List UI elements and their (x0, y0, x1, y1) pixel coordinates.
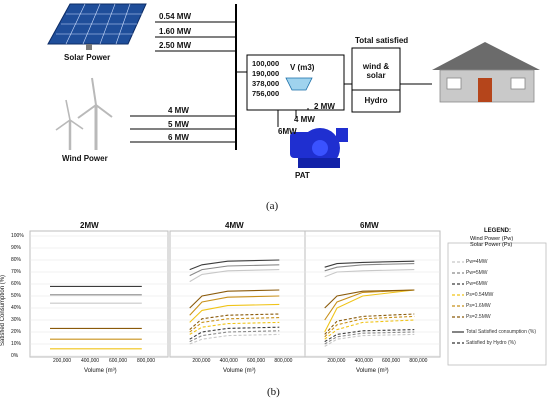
series-line (324, 329, 415, 343)
x-tick-label: 400,000 (219, 358, 238, 364)
wind-turbine-icon (55, 77, 113, 150)
series-line (324, 313, 415, 335)
legend-entry-label: Ps=0.54MW (466, 292, 494, 298)
satisfied-bottom: Hydro (364, 96, 388, 105)
series-line (324, 319, 415, 340)
series-line (189, 269, 280, 283)
series-line (189, 264, 280, 277)
y-tick-label: 70% (11, 269, 22, 275)
series-line (324, 315, 415, 338)
satisfied-top: wind & solar (362, 62, 390, 80)
wind-label: Wind Power (62, 154, 108, 163)
series-line (189, 295, 280, 316)
pat-label: PAT (295, 171, 310, 180)
pat-flow-3: 6MW (278, 127, 297, 136)
wind-capacity-3: 6 MW (168, 133, 189, 142)
y-tick-label: 60% (11, 281, 22, 287)
series-line (189, 259, 280, 271)
reservoir-volumes: 100,000 190,000 378,000 756,000 (252, 59, 279, 99)
series-line (324, 260, 415, 268)
series-line (324, 269, 415, 278)
x-tick-label: 800,000 (274, 358, 293, 364)
chart-frames (29, 230, 547, 366)
y-tick-label: 10% (11, 341, 22, 347)
y-tick-label: 50% (11, 293, 22, 299)
legend-entry-label: Pw=4MW (466, 259, 488, 265)
x-axis-label-1: Volume (m³) (223, 368, 256, 374)
legend-line2: Solar Power (Ps) (470, 242, 513, 248)
solar-capacity-1: 0.54 MW (159, 12, 192, 21)
panel-title-2: 4MW (225, 221, 244, 230)
reservoir-icon (285, 77, 313, 91)
figure-label-b: (b) (267, 386, 280, 398)
series-line (189, 303, 280, 323)
pat-pump-icon (290, 128, 348, 168)
y-axis-label: Satisfied Consumption (%) (0, 274, 6, 346)
solar-label: Solar Power (64, 53, 111, 62)
series-line (189, 289, 280, 309)
y-tick-label: 20% (11, 329, 22, 335)
legend-line1: Wind Power (Pw) (470, 236, 514, 242)
x-tick-label: 200,000 (53, 358, 72, 364)
volume-3: 378,000 (252, 79, 280, 88)
volume-4: 756,000 (252, 89, 280, 98)
series-line (324, 331, 415, 345)
x-tick-label: 400,000 (354, 358, 373, 364)
x-tick-label: 600,000 (247, 358, 266, 364)
legend-entry-label: Total Satisfied consumption (%) (466, 329, 537, 335)
y-tick-label: 0% (11, 353, 19, 359)
x-tick-label: 200,000 (192, 358, 211, 364)
x-tick-label: 800,000 (137, 358, 156, 364)
satisfied-box (351, 47, 401, 113)
series-line (324, 289, 415, 333)
house-icon (432, 42, 540, 103)
x-tick-label: 600,000 (109, 358, 128, 364)
solar-capacity-3: 2.50 MW (159, 41, 192, 50)
reservoir-unit: V (m3) (290, 63, 315, 72)
satisfied-title: Total satisfied (355, 36, 409, 45)
x-tick-label: 400,000 (81, 358, 100, 364)
series-line (189, 326, 280, 340)
wind-capacity-2: 5 MW (168, 120, 189, 129)
y-tick-label: 30% (11, 317, 22, 323)
solar-panel-icon (47, 3, 147, 50)
x-tick-label: 800,000 (409, 358, 428, 364)
y-tick-label: 90% (11, 245, 22, 251)
x-tick-label: 200,000 (327, 358, 346, 364)
legend-entry-label: Ps=1.6MW (466, 303, 491, 309)
y-tick-label: 100% (11, 233, 24, 239)
figure-label-a: (a) (266, 200, 279, 212)
x-axis-label-0: Volume (m³) (84, 368, 117, 374)
series-line (189, 333, 280, 345)
series-line (324, 263, 415, 272)
legend-entry-label: Pw=5MW (466, 270, 488, 276)
legend-entry-label: Ps=2.5MW (466, 314, 491, 320)
series-line (324, 289, 415, 309)
legend-entry-label: Satisfied by Hydro (%) (466, 340, 516, 346)
solar-capacity-2: 1.60 MW (159, 27, 192, 36)
series-line (189, 330, 280, 343)
legend-title: LEGEND: (484, 228, 511, 234)
wind-capacity-1: 4 MW (168, 106, 189, 115)
panel-title-3: 6MW (360, 221, 379, 230)
pat-flow-2: 4 MW (294, 115, 315, 124)
series-line (189, 321, 280, 335)
y-tick-label: 40% (11, 305, 22, 311)
pat-flow-1: 2 MW (314, 102, 335, 111)
y-tick-label: 80% (11, 257, 22, 263)
legend-entry-label: Pw=6MW (466, 281, 488, 287)
volume-2: 190,000 (252, 69, 280, 78)
x-axis-label-2: Volume (m³) (356, 368, 389, 374)
panel-title-1: 2MW (80, 221, 99, 230)
series-line (189, 317, 280, 333)
volume-1: 100,000 (252, 59, 280, 68)
x-tick-label: 600,000 (382, 358, 401, 364)
series-line (324, 333, 415, 347)
series-line (324, 289, 415, 321)
